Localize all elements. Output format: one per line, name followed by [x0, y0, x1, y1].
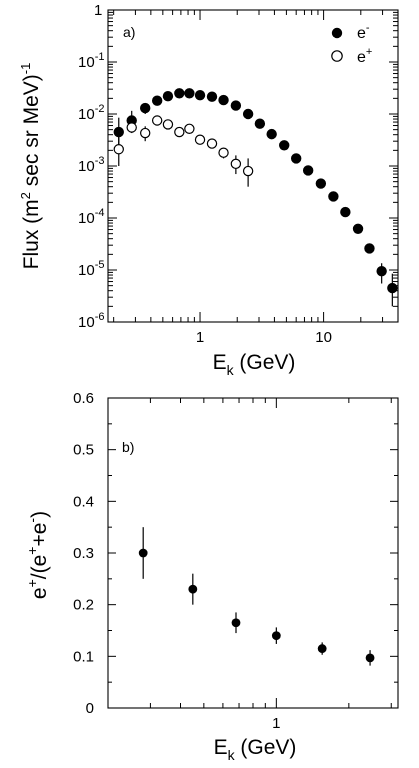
- electron-data-point: [364, 243, 375, 254]
- legend-marker-electron: [331, 27, 343, 39]
- y-tick-label: 1: [94, 2, 102, 19]
- x-tick-label: 1: [272, 715, 280, 732]
- x-tick-label: 10: [315, 329, 332, 346]
- y-tick-label: 0.1: [73, 648, 94, 665]
- y-tick-label: 0.2: [73, 597, 94, 614]
- positron-data-point: [113, 144, 124, 155]
- ratio-data-point: [317, 644, 327, 653]
- electron-data-point: [174, 88, 185, 99]
- y-tick-label: 10-6: [78, 311, 104, 331]
- legend-marker-positron: [331, 50, 343, 62]
- y-tick-label-base: 10: [78, 314, 95, 331]
- legend: e- e+: [331, 22, 372, 66]
- electron-data-point: [340, 206, 351, 218]
- y-tick-label: 10-3: [78, 155, 104, 175]
- y-tick-label-base: 10: [78, 262, 95, 279]
- panel-b-frame: [107, 397, 399, 709]
- ratio-data-point: [231, 618, 241, 628]
- positron-data-point: [184, 123, 195, 134]
- electron-data-point: [184, 88, 195, 99]
- ratio-data-point: [188, 584, 198, 594]
- electron-data-point: [254, 118, 266, 129]
- y-tick-label-base: 10: [78, 54, 95, 71]
- panel-a-frame: [107, 9, 399, 323]
- positron-data-point: [162, 119, 174, 130]
- electron-data-point: [302, 165, 314, 176]
- electron-data-point: [376, 265, 387, 277]
- y-tick-label-exp: -5: [95, 259, 105, 271]
- y-tick-label: 10-2: [78, 103, 104, 123]
- positron-data-point: [126, 122, 137, 133]
- panel-a-data-points: [113, 88, 398, 307]
- y-tick-label: 10-1: [78, 51, 104, 71]
- electron-data-point: [387, 282, 398, 294]
- electron-data-point: [139, 102, 151, 114]
- electron-data-point: [230, 100, 242, 111]
- electron-data-point: [218, 94, 229, 106]
- y-tick-label: 0.5: [73, 442, 94, 459]
- positron-data-point: [151, 115, 163, 126]
- x-tick-label: 1: [196, 329, 204, 346]
- panel-b-y-axis-title: e+/(e++e-): [24, 511, 51, 599]
- panel-a-ticks: [108, 9, 399, 323]
- electron-data-point: [266, 128, 277, 140]
- electron-data-point: [206, 91, 218, 102]
- y-tick-label: 0.3: [73, 545, 94, 562]
- panel-b-x-axis-title: Ek (GeV): [214, 736, 297, 763]
- y-tick-label-base: 10: [78, 158, 95, 175]
- y-tick-label: 10-4: [78, 207, 104, 227]
- legend-label-electron: e-: [357, 22, 370, 42]
- y-tick-label: 0: [86, 700, 94, 717]
- panel-b-y-tick-labels: 0 0.1 0.2 0.3 0.4 0.5 0.6: [73, 390, 94, 717]
- y-tick-label-base: 10: [78, 106, 95, 123]
- y-tick-label-exp: -4: [95, 207, 105, 219]
- positron-data-point: [218, 147, 229, 158]
- electron-data-point: [242, 108, 254, 120]
- positron-data-point: [242, 165, 254, 177]
- electron-data-point: [279, 140, 290, 151]
- y-tick-label-exp: -2: [95, 103, 105, 115]
- positron-data-point: [206, 138, 218, 149]
- panel-b-x-tick-labels: 1: [272, 715, 280, 732]
- y-tick-label: 0.4: [73, 493, 94, 510]
- positron-data-point: [139, 127, 151, 139]
- ratio-data-point: [138, 548, 148, 558]
- electron-data-point: [328, 191, 339, 202]
- panel-b-label: b): [122, 439, 134, 455]
- electron-data-point: [290, 153, 302, 164]
- y-tick-label: 10-5: [78, 259, 104, 279]
- y-tick-label-base: 10: [78, 210, 95, 227]
- positron-data-point: [194, 134, 206, 145]
- ratio-data-point: [271, 631, 281, 641]
- panel-a-label: a): [123, 24, 135, 40]
- panel-a-flux-chart: a) e- e+ 110-110-210-310-410-510-6 1 10 F…: [18, 2, 399, 378]
- panel-a-y-tick-labels: 110-110-210-310-410-510-6: [78, 2, 104, 331]
- positron-data-point: [174, 126, 185, 138]
- electron-data-point: [113, 126, 124, 138]
- electron-data-point: [315, 178, 327, 189]
- electron-data-point: [151, 95, 163, 106]
- panel-a-x-axis-title: Ek (GeV): [213, 351, 296, 378]
- electron-data-point: [352, 223, 364, 234]
- y-tick-label-exp: -6: [95, 311, 105, 323]
- y-tick-label-exp: -1: [95, 51, 105, 63]
- y-tick-label-exp: -3: [95, 155, 105, 167]
- electron-data-point: [194, 89, 206, 101]
- panel-a-x-tick-labels: 1 10: [196, 329, 332, 346]
- panel-b-data-points: [138, 527, 375, 666]
- panel-b-ticks: [108, 397, 398, 709]
- electron-data-point: [162, 90, 174, 102]
- legend-label-positron: e+: [357, 46, 372, 66]
- panel-a-y-axis-title: Flux (m2 sec sr MeV)-1: [18, 63, 43, 270]
- positron-data-point: [230, 158, 242, 170]
- ratio-data-point: [365, 653, 375, 663]
- panel-b-ratio-chart: b) 0 0.1 0.2 0.3 0.4 0.5 0.6 1 e+/(e++e-) Ek (…: [24, 390, 399, 763]
- y-tick-label: 0.6: [73, 390, 94, 407]
